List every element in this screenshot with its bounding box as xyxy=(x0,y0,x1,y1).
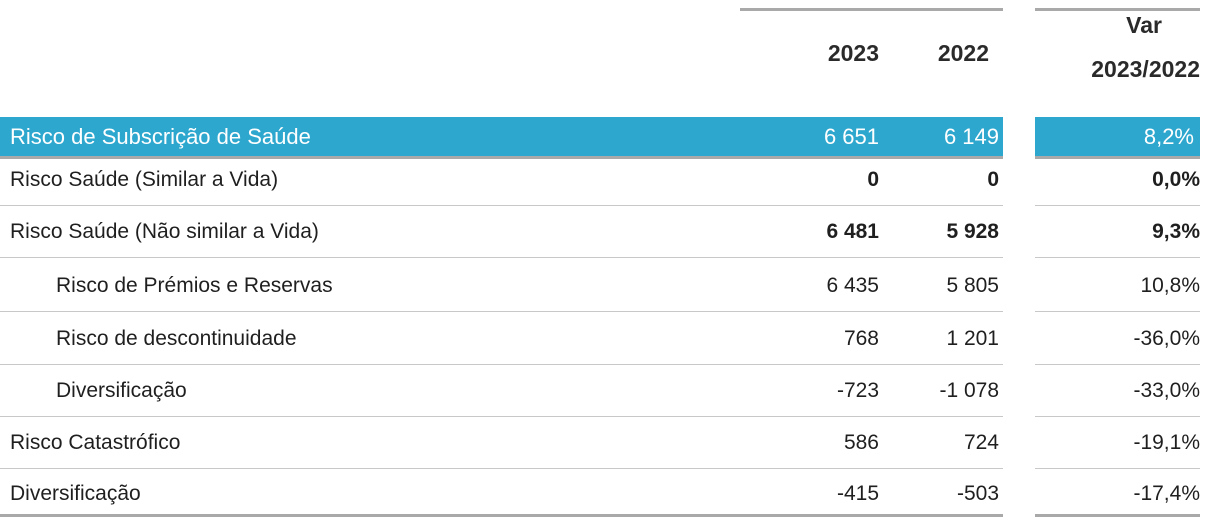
row-separator-left xyxy=(0,468,1003,469)
row-value-2022: -503 xyxy=(956,482,999,505)
row-value-2023: 6 481 xyxy=(826,220,879,243)
highlight-row-2022: 6 149 xyxy=(943,124,999,149)
highlight-row-var: 8,2% xyxy=(1143,124,1194,149)
row-value-2022: 724 xyxy=(963,431,999,454)
highlight-row-label: Risco de Subscrição de Saúde xyxy=(10,124,311,149)
row-value-2022: -1 078 xyxy=(939,379,999,402)
row-value-2023: -723 xyxy=(836,379,879,402)
highlight-bar-left xyxy=(0,117,1003,156)
row-separator-left xyxy=(0,257,1003,258)
column-header-2023: 2023 xyxy=(827,40,879,66)
row-value-2023: 768 xyxy=(843,327,879,350)
row-value-var: 9,3% xyxy=(1152,220,1200,243)
row-value-2023: -415 xyxy=(836,482,879,505)
row-value-2023: 6 435 xyxy=(826,274,879,297)
row-separator-right xyxy=(1035,257,1200,258)
row-separator-right xyxy=(1035,468,1200,469)
row-value-var: -36,0% xyxy=(1133,327,1200,350)
row-label: Risco Catastrófico xyxy=(10,431,181,454)
column-header-2022: 2022 xyxy=(937,40,989,66)
rule-under-highlight-left xyxy=(0,156,1003,159)
row-separator-right xyxy=(1035,311,1200,312)
row-value-var: 0,0% xyxy=(1152,168,1200,191)
row-value-2022: 5 928 xyxy=(946,220,999,243)
row-value-var: -19,1% xyxy=(1133,431,1200,454)
row-label: Risco de descontinuidade xyxy=(56,327,297,350)
row-separator-left xyxy=(0,364,1003,365)
top-rule-right xyxy=(1035,8,1200,11)
row-value-2022: 5 805 xyxy=(946,274,999,297)
rule-under-highlight-right xyxy=(1035,156,1200,159)
row-separator-right xyxy=(1035,205,1200,206)
row-separator-right xyxy=(1035,364,1200,365)
highlight-bar-right xyxy=(1035,117,1200,156)
row-label: Risco de Prémios e Reservas xyxy=(56,274,333,297)
row-value-var: -33,0% xyxy=(1133,379,1200,402)
row-value-2022: 1 201 xyxy=(946,327,999,350)
row-value-2022: 0 xyxy=(987,168,999,191)
row-value-2023: 586 xyxy=(843,431,879,454)
bottom-rule-left xyxy=(0,514,1003,517)
top-rule-left xyxy=(740,8,1003,11)
row-label: Diversificação xyxy=(10,482,141,505)
row-separator-left xyxy=(0,311,1003,312)
row-separator-right xyxy=(1035,416,1200,417)
row-label: Risco Saúde (Similar a Vida) xyxy=(10,168,279,191)
row-value-2023: 0 xyxy=(867,168,879,191)
column-header-var-line1: Var xyxy=(1126,12,1162,38)
bottom-rule-right xyxy=(1035,514,1200,517)
row-label: Risco Saúde (Não similar a Vida) xyxy=(10,220,319,243)
row-label: Diversificação xyxy=(56,379,187,402)
column-header-var-line2: 2023/2022 xyxy=(1091,56,1200,82)
row-separator-left xyxy=(0,416,1003,417)
highlight-row-2023: 6 651 xyxy=(823,124,879,149)
row-value-var: 10,8% xyxy=(1140,274,1200,297)
row-value-var: -17,4% xyxy=(1133,482,1200,505)
row-separator-left xyxy=(0,205,1003,206)
